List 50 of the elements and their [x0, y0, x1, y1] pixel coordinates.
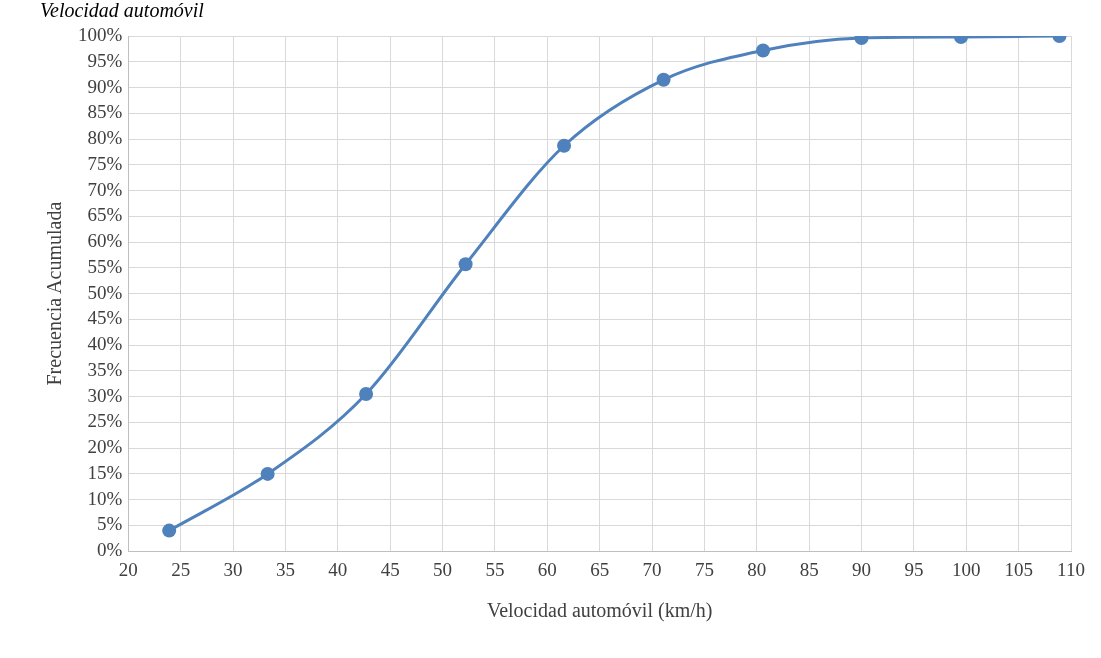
y-tick-label: 25%: [87, 410, 123, 432]
x-tick-label: 75: [694, 558, 714, 580]
point: [756, 43, 771, 58]
x-tick-label: 60: [537, 558, 557, 580]
x-axis-title: Velocidad automóvil (km/h): [486, 599, 713, 623]
y-tick-label: 100%: [78, 23, 123, 45]
y-tick-label: 80%: [87, 127, 123, 149]
y-tick-label: 5%: [97, 513, 123, 535]
x-tick-label: 90: [852, 558, 872, 580]
y-tick-label: 40%: [87, 333, 123, 355]
y-tick-label: 10%: [87, 487, 123, 509]
y-tick-label: 70%: [87, 178, 123, 200]
y-tick-label: 0%: [97, 539, 123, 561]
y-tick-label: 50%: [87, 281, 123, 303]
point: [260, 466, 275, 481]
y-tick-label: 55%: [87, 255, 123, 277]
x-tick-label: 50: [433, 558, 453, 580]
chart-title: Velocidad automóvil: [40, 0, 205, 22]
point: [557, 138, 572, 153]
y-tick-label: 95%: [87, 49, 123, 71]
point: [162, 523, 177, 538]
x-tick-label: 35: [275, 558, 295, 580]
x-tick-label: 85: [799, 558, 819, 580]
y-tick-label: 75%: [87, 152, 123, 174]
y-tick-label: 90%: [87, 75, 123, 97]
y-tick-label: 20%: [87, 436, 123, 458]
y-tick-label: 15%: [87, 461, 123, 483]
x-tick-label: 70: [642, 558, 662, 580]
y-tick-label: 30%: [87, 384, 123, 406]
x-tick-label: 80: [747, 558, 767, 580]
y-tick-label: 45%: [87, 307, 123, 329]
x-tick-label: 55: [485, 558, 505, 580]
point: [656, 72, 671, 87]
y-tick-label: 85%: [87, 101, 123, 123]
x-tick-label: 100: [952, 558, 981, 580]
x-tick-label: 25: [171, 558, 191, 580]
y-tick-label: 35%: [87, 358, 123, 380]
x-tick-label: 110: [1057, 558, 1085, 580]
x-tick-label: 40: [328, 558, 348, 580]
point: [359, 387, 374, 402]
x-tick-label: 20: [118, 558, 138, 580]
y-tick-label: 60%: [87, 230, 123, 252]
x-tick-label: 45: [380, 558, 400, 580]
x-tick-label: 105: [1004, 558, 1033, 580]
x-tick-label: 65: [590, 558, 610, 580]
x-tick-label: 95: [904, 558, 924, 580]
x-tick-label: 30: [223, 558, 243, 580]
point: [458, 257, 473, 272]
y-tick-label: 65%: [87, 204, 123, 226]
y-axis-title: Frecuencia Acumulada: [43, 201, 66, 386]
